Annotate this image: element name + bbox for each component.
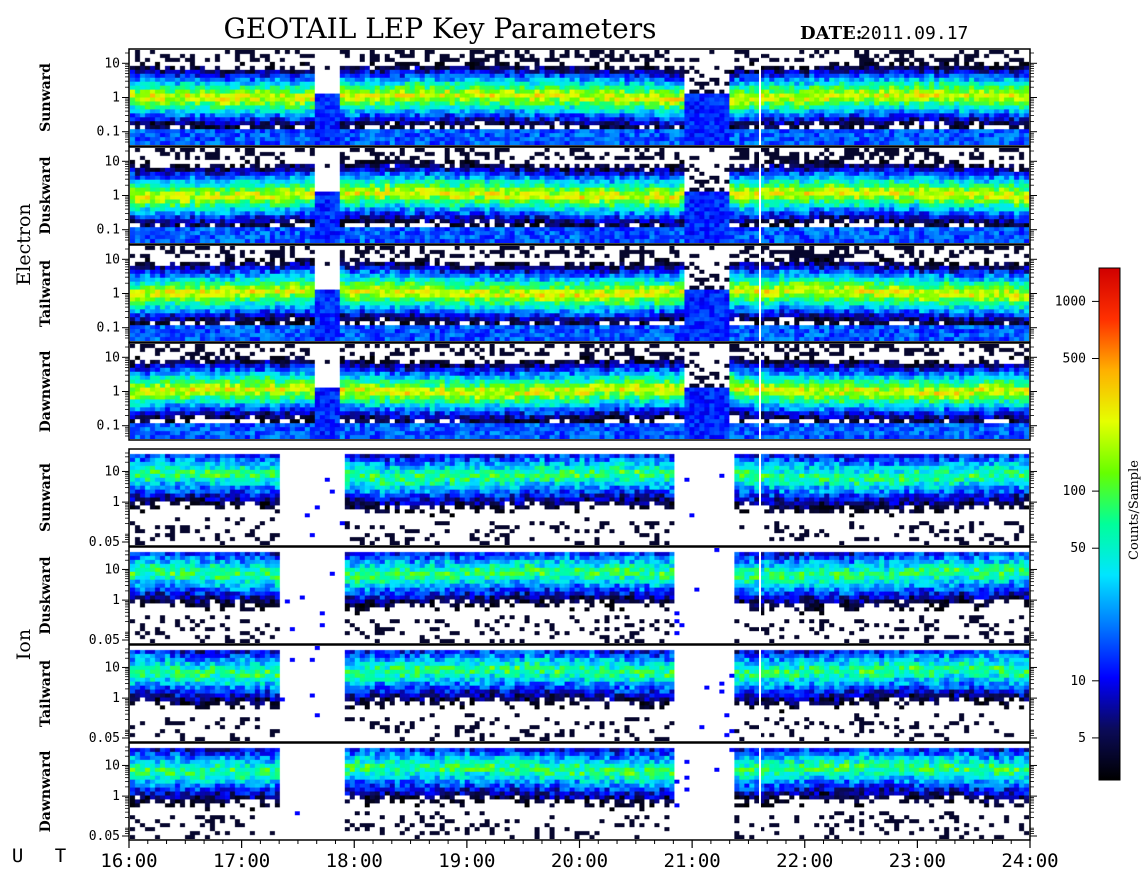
x-tick-label: 20:00: [551, 850, 608, 872]
y-tick-label: 1: [112, 91, 120, 106]
group-label: Ion: [13, 629, 35, 660]
y-tick-label: 0.05: [89, 829, 120, 844]
x-axis-label: U T: [12, 845, 76, 867]
y-tick-label: 10: [104, 464, 120, 479]
colorbar-tick-label: 5: [1078, 731, 1086, 746]
y-tick-label: 10: [104, 154, 120, 169]
spectrogram-image: [130, 744, 1029, 839]
colorbar-tick-label: 10: [1070, 674, 1086, 689]
colorbar-tick-label: 500: [1063, 352, 1086, 367]
x-tick-label: 19:00: [438, 850, 495, 872]
x-axis: 16:00 17:00 18:00 19:00 20:00 21:00 22:00 23:00…: [100, 840, 1059, 872]
x-tick-label: 21:00: [664, 850, 721, 872]
panel-label: Tailward: [38, 660, 54, 727]
y-tick-label: 0.1: [97, 223, 120, 238]
group-labels: 10 1 0.1 Sunward 10 1 0.1 Duskward 10 1 0.1 Tailwar…: [13, 52, 1037, 844]
panel-label: Dawnward: [38, 750, 54, 832]
y-tick-label: 1: [112, 789, 120, 804]
x-tick-label: 24:00: [1001, 850, 1058, 872]
y-tick-label: 1: [112, 593, 120, 608]
spectrogram-image: [130, 548, 1029, 643]
spectrogram-panels: [128, 48, 1031, 841]
spectrogram-image: [130, 450, 1029, 545]
colorbar-tick-label: 100: [1063, 484, 1086, 499]
panel-frame: [128, 546, 1031, 645]
panel-frame: [128, 448, 1031, 547]
panel-label: Duskward: [38, 156, 54, 234]
y-tick-label: 1: [112, 189, 120, 204]
panel-frame: [128, 644, 1031, 743]
date-value: 2011.09.17: [860, 23, 968, 44]
x-tick-label: 17:00: [213, 850, 270, 872]
y-tick-label: 1: [112, 691, 120, 706]
x-tick-label: 22:00: [776, 850, 833, 872]
chart-title: GEOTAIL LEP Key Parameters: [224, 12, 657, 45]
spectrogram-image: [130, 148, 1029, 243]
colorbar-scale: [1098, 267, 1121, 781]
colorbar-label: Counts/Sample: [1127, 460, 1142, 560]
y-tick-label: 0.1: [97, 321, 120, 336]
y-tick-label: 10: [104, 758, 120, 773]
spectrogram-image: [130, 50, 1029, 145]
colorbar-tick-label: 1000: [1055, 294, 1086, 309]
x-tick-label: 16:00: [100, 850, 157, 872]
spectrogram-image: [130, 646, 1029, 741]
y-tick-label: 10: [104, 350, 120, 365]
colorbar-tick-label: 50: [1070, 541, 1086, 556]
y-tick-label: 1: [112, 385, 120, 400]
panel-label: Tailward: [38, 260, 54, 327]
y-tick-label: 1: [112, 495, 120, 510]
panel-label: Duskward: [38, 556, 54, 634]
y-tick-label: 0.05: [89, 731, 120, 746]
spectrogram-image: [130, 344, 1029, 439]
colorbar: 1000 500 100 50 10 5 Counts/Sample: [1055, 267, 1142, 781]
y-tick-label: 1: [112, 287, 120, 302]
y-tick-label: 0.1: [97, 125, 120, 140]
spectrogram-image: [130, 246, 1029, 341]
panel-label: Sunward: [38, 463, 54, 532]
y-tick-label: 10: [104, 660, 120, 675]
x-tick-label: 23:00: [889, 850, 946, 872]
group-label: Electron: [13, 203, 35, 285]
y-tick-label: 0.05: [89, 535, 120, 550]
x-tick-label: 18:00: [326, 850, 383, 872]
panel-label: Sunward: [38, 63, 54, 132]
y-tick-label: 0.05: [89, 633, 120, 648]
y-tick-label: 0.1: [97, 419, 120, 434]
y-tick-label: 10: [104, 562, 120, 577]
y-tick-label: 10: [104, 252, 120, 267]
date-label: DATE:: [800, 23, 862, 44]
y-tick-label: 10: [104, 56, 120, 71]
panel-label: Dawnward: [38, 350, 54, 432]
